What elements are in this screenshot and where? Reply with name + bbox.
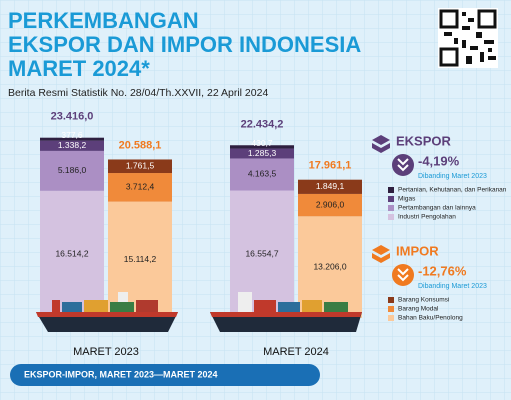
legend-swatch <box>388 196 394 202</box>
footer: EKSPOR-IMPOR, MARET 2023—MARET 2024 <box>24 369 218 379</box>
legend-label: Barang Modal <box>398 306 439 313</box>
change-label: -12,76% <box>418 263 467 278</box>
value-label: 16.514,2 <box>55 249 88 259</box>
legend-label: Industri Pengolahan <box>398 214 456 221</box>
bar-segment <box>108 159 172 174</box>
total-label: 17.961,1 <box>309 160 352 172</box>
bar-segment <box>40 150 104 191</box>
bar-segment <box>40 190 104 318</box>
change-note: Dibanding Maret 2023 <box>418 283 487 290</box>
legend-label: Pertambangan dan lainnya <box>398 205 476 212</box>
total-label: 20.588,1 <box>119 139 162 151</box>
x-category-label: MARET 2023 <box>73 346 139 358</box>
bar-segment <box>230 148 294 159</box>
value-label: 5.186,0 <box>58 165 87 175</box>
bar-segment <box>40 137 104 141</box>
legend-swatch <box>388 315 394 321</box>
value-label: 1.849,1 <box>316 181 345 191</box>
bar-segment <box>298 179 362 194</box>
change-arrow <box>397 158 409 172</box>
legend-label: Bahan Baku/Penolong <box>398 315 463 322</box>
bar-segment <box>230 145 294 149</box>
title-line: PERKEMBANGAN <box>8 8 199 33</box>
change-label: -4,19% <box>418 153 460 168</box>
group-name: IMPOR <box>396 243 439 258</box>
change-note: Dibanding Maret 2023 <box>418 173 487 180</box>
value-label: 4.163,5 <box>248 169 277 179</box>
title-line: EKSPOR DAN IMPOR INDONESIA <box>8 32 361 57</box>
footer-banner <box>10 364 320 386</box>
value-label: 430,7 <box>251 138 273 148</box>
legend-label: Migas <box>398 196 416 203</box>
legend-swatch <box>388 205 394 211</box>
legend-swatch <box>388 306 394 312</box>
value-label: 1.761,5 <box>126 161 155 171</box>
total-label: 22.434,2 <box>241 118 284 130</box>
group-icon <box>372 245 390 263</box>
value-label: 1.285,3 <box>248 148 277 158</box>
subtitle: Berita Resmi Statistik No. 28/04/Th.XXVI… <box>8 87 268 99</box>
total-label: 23.416,0 <box>51 111 94 123</box>
bar-segment <box>108 173 172 202</box>
legend-swatch <box>388 187 394 193</box>
legend-swatch <box>388 297 394 303</box>
value-label: 16.554,7 <box>245 249 278 259</box>
value-label: 377,6 <box>61 130 83 140</box>
legend-swatch <box>388 214 394 220</box>
ship-2023 <box>36 292 178 332</box>
value-label: 15.114,2 <box>124 254 157 264</box>
x-category-label: MARET 2024 <box>263 346 329 358</box>
legend-label: Barang Konsumsi <box>398 297 449 304</box>
legend-label: Pertanian, Kehutanan, dan Perikanan <box>398 187 507 194</box>
bar-segment <box>40 140 104 151</box>
value-label: 3.712,4 <box>126 182 155 192</box>
value-label: 13.206,0 <box>313 261 346 271</box>
bar-segment <box>298 193 362 217</box>
title-line: MARET 2024* <box>8 56 150 81</box>
value-label: 1.338,2 <box>58 140 87 150</box>
ship-2024 <box>210 292 362 332</box>
bar-segment <box>230 158 294 191</box>
group-name: EKSPOR <box>396 133 452 148</box>
bars <box>40 137 362 318</box>
change-arrow <box>397 268 409 282</box>
group-icon <box>372 135 390 153</box>
qr-code <box>438 8 498 68</box>
value-label: 2.906,0 <box>316 199 345 209</box>
